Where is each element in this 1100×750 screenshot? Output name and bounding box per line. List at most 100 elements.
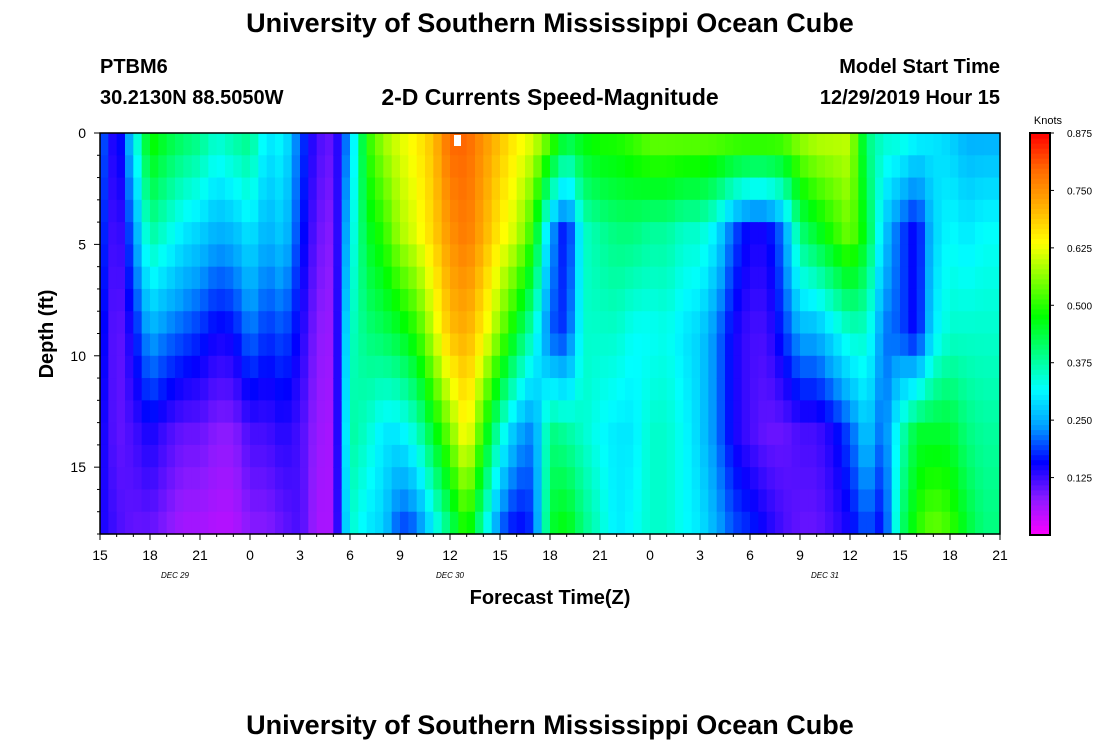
heatmap-cell [608, 222, 618, 245]
heatmap-cell [758, 266, 768, 290]
heatmap-cell [825, 266, 834, 290]
colorbar-segment [1030, 464, 1050, 471]
heatmap-cell [183, 177, 193, 201]
heatmap-cell [675, 222, 684, 245]
heatmap-cell [216, 199, 226, 223]
heatmap-cell [491, 288, 501, 312]
heatmap-cell [966, 222, 976, 245]
heatmap-cell [341, 155, 351, 179]
heatmap-cell [266, 266, 276, 290]
heatmap-cell [108, 378, 118, 401]
heatmap-cell [925, 266, 934, 290]
heatmap-cell [750, 444, 759, 468]
heatmap-cell [133, 155, 143, 179]
heatmap-cell [458, 489, 468, 513]
heatmap-cell [583, 355, 593, 379]
heatmap-cell [500, 422, 509, 446]
heatmap-cell [658, 199, 668, 223]
heatmap-cell [683, 266, 693, 290]
heatmap-cell [375, 177, 384, 201]
heatmap-cell [791, 311, 801, 335]
heatmap-cell [908, 155, 918, 179]
heatmap-cell [966, 467, 976, 491]
heatmap-cell [508, 155, 518, 179]
heatmap-cell [575, 266, 584, 290]
heatmap-cell [158, 467, 168, 491]
heatmap-cell [908, 489, 918, 513]
heatmap-cell [591, 511, 601, 535]
heatmap-cell [608, 266, 618, 290]
heatmap-cell [925, 444, 934, 468]
heatmap-cell [358, 422, 368, 446]
heatmap-cell [166, 511, 176, 535]
heatmap-cell [816, 467, 826, 491]
heatmap-cell [841, 422, 851, 446]
heatmap-cell [383, 489, 393, 513]
heatmap-cell [666, 333, 676, 357]
heatmap-cell [891, 333, 901, 357]
heatmap-cell [225, 355, 234, 379]
heatmap-cell [225, 177, 234, 201]
heatmap-cell [841, 133, 851, 156]
heatmap-cell [450, 311, 459, 335]
heatmap-cell [858, 288, 868, 312]
heatmap-cell [525, 288, 534, 312]
heatmap-cell [491, 199, 501, 223]
heatmap-cell [450, 244, 459, 268]
x-tick-label: 15 [492, 547, 508, 563]
heatmap-cell [958, 378, 968, 401]
heatmap-cell [375, 222, 384, 245]
heatmap-cell [433, 511, 443, 535]
date-label: DEC 30 [436, 571, 465, 580]
heatmap-cell [900, 311, 909, 335]
heatmap-cell [458, 177, 468, 201]
colorbar-segment [1030, 208, 1050, 215]
heatmap-cell [475, 222, 484, 245]
heatmap-cell [950, 288, 959, 312]
heatmap-cell [616, 444, 626, 468]
heatmap-cell [258, 467, 268, 491]
heatmap-cell [650, 467, 659, 491]
heatmap-cell [116, 511, 126, 535]
heatmap-cell [750, 288, 759, 312]
heatmap-cell [916, 288, 926, 312]
heatmap-cell [875, 444, 884, 468]
heatmap-cell [141, 222, 151, 245]
heatmap-cell [158, 288, 168, 312]
heatmap-cell [258, 422, 268, 446]
heatmap-cell [533, 511, 543, 535]
heatmap-cell [866, 511, 876, 535]
heatmap-cell [983, 222, 993, 245]
heatmap-cell [266, 199, 276, 223]
heatmap-cell [975, 266, 984, 290]
heatmap-cell [775, 133, 784, 156]
heatmap-cell [241, 155, 251, 179]
heatmap-cell [558, 489, 568, 513]
heatmap-cell [800, 355, 809, 379]
heatmap-cell [216, 311, 226, 335]
heatmap-cell [775, 266, 784, 290]
heatmap-cell [400, 467, 409, 491]
heatmap-cell [750, 155, 759, 179]
heatmap-cell [866, 489, 876, 513]
heatmap-cell [491, 311, 501, 335]
colorbar-segment [1030, 173, 1050, 179]
heatmap-cell [858, 511, 868, 535]
heatmap-cell [208, 467, 218, 491]
heatmap-cell [100, 444, 109, 468]
heatmap-cell [983, 199, 993, 223]
heatmap-cell [958, 222, 968, 245]
heatmap-cell [616, 177, 626, 201]
heatmap-cell [841, 244, 851, 268]
heatmap-cell [316, 222, 326, 245]
heatmap-cell [966, 244, 976, 268]
heatmap-cell [325, 400, 334, 424]
heatmap-cell [966, 444, 976, 468]
heatmap-cell [266, 333, 276, 357]
heatmap-cell [875, 311, 884, 335]
heatmap-cell [608, 489, 618, 513]
heatmap-cell [708, 311, 718, 335]
heatmap-cell [383, 288, 393, 312]
heatmap-cell [875, 489, 884, 513]
